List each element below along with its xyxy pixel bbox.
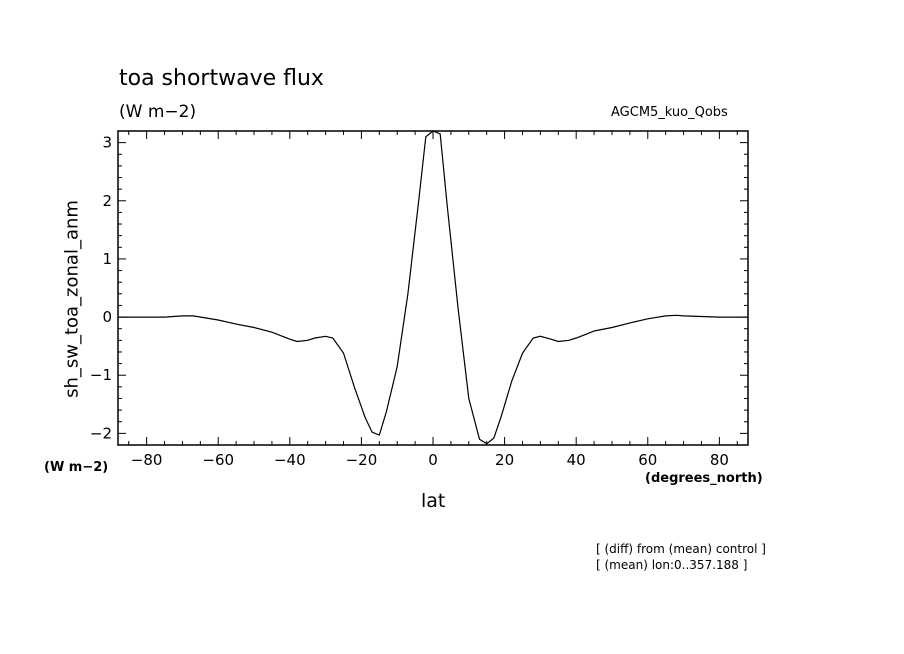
y-tick-label: 1 <box>102 250 112 268</box>
chart-title: toa shortwave flux <box>119 66 324 91</box>
x-axis-label: lat <box>421 490 446 512</box>
plot-frame <box>117 130 749 446</box>
chart-units: (W m−2) <box>119 102 197 122</box>
x-tick-label: 40 <box>567 451 586 469</box>
x-tick-label: 80 <box>710 451 729 469</box>
run-label: AGCM5_kuo_Qobs <box>611 105 728 120</box>
x-tick-label: −20 <box>346 451 378 469</box>
x-axis-unit: (degrees_north) <box>645 471 763 486</box>
y-tick-label: 3 <box>102 134 112 152</box>
series-line <box>118 130 748 445</box>
y-axis-unit: (W m−2) <box>44 460 109 475</box>
y-tick-label: 0 <box>102 308 112 326</box>
tick-marks <box>118 130 748 446</box>
y-tick-label: −1 <box>90 366 112 384</box>
x-tick-label: −40 <box>274 451 306 469</box>
x-tick-label: 60 <box>638 451 657 469</box>
x-tick-label: 0 <box>428 451 438 469</box>
x-tick-label: −60 <box>202 451 234 469</box>
x-tick-label: −80 <box>131 451 163 469</box>
y-tick-label: 2 <box>102 192 112 210</box>
y-tick-label: −2 <box>90 424 112 442</box>
note-mean: [ (mean) lon:0..357.188 ] <box>596 558 748 572</box>
tick-labels: −80 −60 −40 −20 0 20 40 60 80 −2 −1 0 1 2 3 <box>90 134 729 469</box>
note-diff: [ (diff) from (mean) control ] <box>596 542 766 556</box>
x-tick-label: 20 <box>495 451 514 469</box>
y-axis-label: sh_sw_toa_zonal_anm <box>61 200 83 398</box>
